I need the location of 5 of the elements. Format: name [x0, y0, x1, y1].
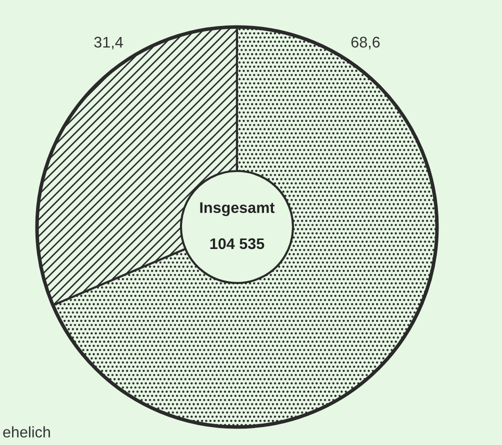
text: ehelich [3, 426, 50, 438]
text: Insgesamt [200, 202, 275, 216]
text: 104 535 [210, 238, 264, 250]
data-label: 68,6 [351, 36, 380, 50]
data-label: 31,4 [94, 36, 123, 50]
